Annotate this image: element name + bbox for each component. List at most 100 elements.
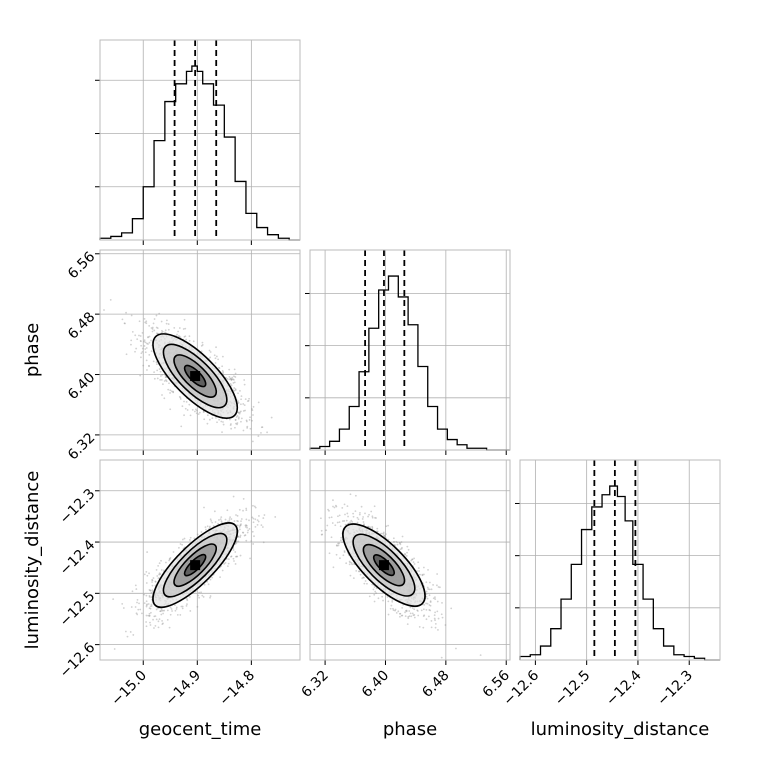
scatter-point xyxy=(337,542,339,545)
scatter-point xyxy=(143,317,146,320)
scatter-point xyxy=(391,599,394,602)
scatter-point xyxy=(185,604,188,607)
scatter-point xyxy=(319,517,322,520)
scatter-point xyxy=(245,420,248,423)
scatter-point xyxy=(206,422,209,425)
scatter-point xyxy=(228,518,231,520)
scatter-point xyxy=(397,610,400,613)
scatter-point xyxy=(404,553,407,556)
scatter-point xyxy=(154,615,157,618)
scatter-point xyxy=(188,539,191,541)
scatter-point xyxy=(174,609,177,612)
scatter-point xyxy=(139,374,142,377)
scatter-point xyxy=(358,570,360,573)
scatter-point xyxy=(147,343,149,345)
scatter-point xyxy=(163,609,166,612)
scatter-point xyxy=(338,514,341,517)
scatter-point xyxy=(251,440,254,443)
scatter-point xyxy=(153,627,155,629)
scatter-point xyxy=(153,318,156,320)
scatter-point xyxy=(260,451,262,453)
scatter-point xyxy=(163,569,165,572)
panel-luminosity_distance: −12.6 −12.5 −12.4 −12.3 xyxy=(501,459,721,709)
scatter-point xyxy=(237,416,240,419)
scatter-point xyxy=(428,615,430,618)
scatter-point xyxy=(367,525,370,528)
scatter-point xyxy=(432,597,435,600)
scatter-point xyxy=(421,574,424,577)
scatter-point xyxy=(136,601,138,604)
scatter-point xyxy=(405,555,408,557)
scatter-point xyxy=(410,559,413,562)
scatter-point xyxy=(165,561,167,564)
panel-frame xyxy=(99,249,301,451)
scatter-point xyxy=(239,411,241,414)
scatter-point xyxy=(235,514,237,516)
scatter-point xyxy=(214,521,217,523)
scatter-point xyxy=(184,327,187,330)
scatter-point xyxy=(411,558,414,561)
scatter-point xyxy=(421,573,424,576)
scatter-point xyxy=(399,548,402,551)
scatter-point xyxy=(178,395,181,398)
scatter-point xyxy=(158,618,161,621)
scatter-point xyxy=(141,347,144,350)
scatter-point xyxy=(235,542,238,544)
scatter-point xyxy=(237,520,239,523)
scatter-point xyxy=(161,609,164,612)
scatter-point xyxy=(121,602,124,605)
density-peak xyxy=(190,371,201,382)
scatter-point xyxy=(412,561,415,564)
scatter-point xyxy=(423,614,426,617)
scatter-point xyxy=(159,573,162,576)
contour-geocent_time-luminosity_distance xyxy=(162,532,228,598)
scatter-point xyxy=(245,507,248,510)
panel-frame xyxy=(519,459,721,661)
scatter-point xyxy=(221,355,224,358)
scatter-point xyxy=(166,619,169,621)
scatter-point xyxy=(209,596,211,599)
scatter-point xyxy=(179,614,182,616)
histogram-geocent_time xyxy=(99,65,300,241)
scatter-point xyxy=(239,536,242,538)
scatter-point xyxy=(386,595,389,598)
scatter-point xyxy=(208,349,211,352)
scatter-point xyxy=(151,591,154,593)
scatter-point xyxy=(181,538,184,541)
scatter-point xyxy=(242,531,245,534)
scatter-point xyxy=(211,576,214,579)
scatter-point xyxy=(234,555,237,558)
scatter-point xyxy=(427,588,430,590)
scatter-point xyxy=(335,505,338,508)
scatter-point xyxy=(155,326,158,329)
scatter-point xyxy=(352,512,355,515)
scatter-point xyxy=(169,408,172,411)
scatter-point xyxy=(237,401,240,404)
scatter-point xyxy=(183,335,186,338)
scatter-point xyxy=(209,351,212,353)
scatter-point xyxy=(227,558,230,561)
scatter-point xyxy=(150,605,153,607)
histogram-luminosity_distance xyxy=(519,485,720,661)
scatter-point xyxy=(230,378,233,381)
scatter-point xyxy=(169,392,171,394)
scatter-point xyxy=(168,382,170,385)
scatter-point xyxy=(159,610,162,613)
scatter-point xyxy=(162,612,165,615)
scatter-point xyxy=(173,326,176,329)
scatter-point xyxy=(377,597,380,600)
scatter-point xyxy=(214,362,217,364)
scatter-point xyxy=(430,626,433,629)
scatter-point xyxy=(222,423,225,426)
scatter-point xyxy=(400,547,403,550)
scatter-point xyxy=(371,515,374,518)
scatter-point xyxy=(233,368,236,371)
scatter-point xyxy=(215,416,217,419)
scatter-point xyxy=(160,320,163,323)
scatter-point xyxy=(419,573,421,576)
scatter-point xyxy=(145,582,148,584)
scatter-point xyxy=(210,519,213,522)
scatter-point xyxy=(167,328,170,331)
scatter-point xyxy=(434,596,436,599)
scatter-point xyxy=(392,609,395,612)
